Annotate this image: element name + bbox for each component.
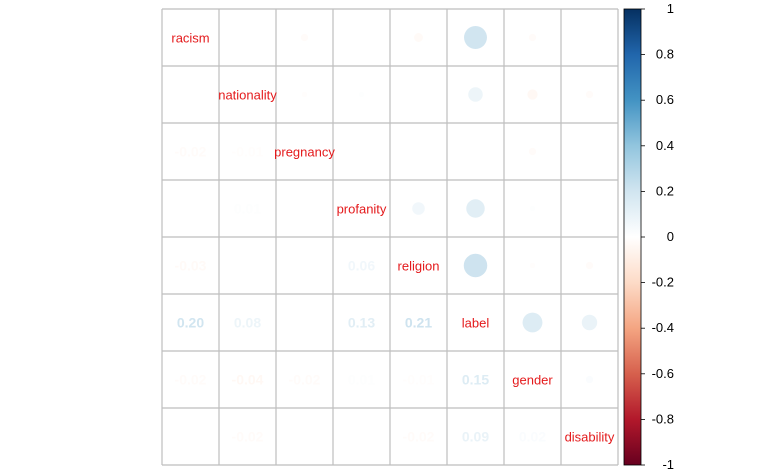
variable-label-label: label (462, 316, 490, 331)
corr-circle-gender-disability (585, 375, 594, 384)
grid-layer (161, 8, 619, 466)
corr-value-disability-racism: 0.00 (177, 429, 204, 445)
corr-circle-profanity-gender (529, 205, 536, 212)
corr-value-pregnancy-racism: -0.02 (175, 144, 207, 160)
variable-label-disability: disability (565, 430, 615, 445)
corr-value-label-religion: 0.21 (405, 315, 432, 331)
variable-label-nationality: nationality (218, 88, 277, 103)
corr-value-profanity-pregnancy: 0.00 (291, 201, 318, 217)
upper-circles (300, 26, 598, 384)
variable-labels: racism nationality pregnancy profanity relig… (171, 31, 615, 445)
corr-value-disability-pregnancy: 0.00 (291, 429, 318, 445)
corr-value-disability-gender: 0.02 (519, 429, 546, 445)
corr-value-gender-religion: -0.01 (403, 372, 435, 388)
corr-value-profanity-nationality: 0.01 (234, 201, 261, 217)
colorbar-tick-label: -0.2 (652, 275, 674, 290)
corr-value-label-pregnancy: 0.00 (291, 315, 318, 331)
corr-circle-racism-religion (414, 33, 423, 42)
colorbar-tick-label: 0.6 (656, 92, 674, 107)
colorbar-tick-label: -0.6 (652, 366, 674, 381)
corr-circle-profanity-label (466, 199, 485, 218)
colorbar-gradient (623, 8, 642, 466)
corr-circle-racism-pregnancy (300, 33, 309, 42)
corr-circle-nationality-label (468, 87, 483, 102)
variable-label-gender: gender (512, 373, 553, 388)
colorbar-tick-label: 0.8 (656, 47, 674, 62)
corr-value-label-nationality: 0.08 (234, 315, 261, 331)
colorbar-tick-label: -0.8 (652, 411, 674, 426)
corr-circle-nationality-disability (585, 90, 594, 99)
corr-value-gender-pregnancy: -0.02 (289, 372, 321, 388)
corr-circle-religion-gender (529, 262, 536, 269)
corr-circle-racism-gender (528, 33, 537, 42)
corr-circle-profanity-religion (412, 202, 425, 215)
colorbar-tick-label: 0.4 (656, 138, 674, 153)
colorbar-tick-label: 0 (667, 229, 674, 244)
corr-circle-pregnancy-gender (528, 147, 537, 156)
corr-circle-label-disability (581, 314, 598, 331)
colorbar-tick-label: 0.2 (656, 183, 674, 198)
variable-label-racism: racism (171, 31, 209, 46)
lower-numbers: 0.00 -0.02 -0.01 0.00 0.01 0.00 -0.03 0.00 0.00 0… (175, 87, 547, 445)
corr-value-gender-profanity: 0.01 (348, 372, 375, 388)
corr-value-gender-label: 0.15 (462, 372, 489, 388)
corr-value-profanity-racism: 0.00 (177, 201, 204, 217)
corr-value-religion-nationality: 0.00 (234, 258, 261, 274)
corr-value-gender-racism: -0.02 (175, 372, 207, 388)
colorbar-tick-label: -0.4 (652, 320, 674, 335)
colorbar-tick-label: -1 (662, 457, 674, 472)
corr-value-religion-racism: -0.03 (175, 258, 207, 274)
corr-value-religion-pregnancy: 0.00 (291, 258, 318, 274)
variable-label-profanity: profanity (337, 202, 387, 217)
corr-circle-racism-label (464, 26, 487, 49)
corr-circle-label-gender (522, 312, 543, 333)
variable-label-religion: religion (398, 259, 440, 274)
corr-value-label-racism: 0.20 (177, 315, 204, 331)
corr-value-religion-profanity: 0.06 (348, 258, 375, 274)
variable-label-pregnancy: pregnancy (274, 145, 335, 160)
corr-value-gender-nationality: -0.04 (232, 372, 264, 388)
corr-value-disability-religion: -0.02 (403, 429, 435, 445)
corr-circle-religion-label (463, 253, 488, 278)
corr-value-label-profanity: 0.13 (348, 315, 375, 331)
corr-value-nationality-racism: 0.00 (177, 87, 204, 103)
colorbar: 1 0.8 0.6 0.4 0.2 0 -0.2 -0.4 -0.6 -0.8 -1 (623, 1, 674, 472)
corr-value-pregnancy-nationality: -0.01 (232, 144, 264, 160)
colorbar-tick-label: 1 (667, 1, 674, 16)
corr-value-disability-label: 0.09 (462, 429, 489, 445)
corr-circle-nationality-pregnancy (301, 91, 308, 98)
corr-value-disability-nationality: -0.02 (232, 429, 264, 445)
corr-circle-nationality-gender (527, 89, 538, 100)
corr-circle-nationality-profanity (358, 91, 365, 98)
corr-value-disability-profanity: 0.00 (348, 429, 375, 445)
corr-circle-religion-disability (585, 261, 594, 270)
